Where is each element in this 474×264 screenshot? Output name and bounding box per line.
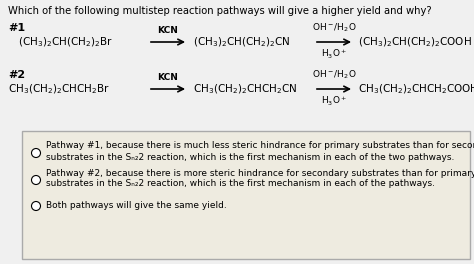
- Circle shape: [31, 176, 40, 185]
- Text: $\rm OH^- / H_2O$: $\rm OH^- / H_2O$: [312, 21, 356, 34]
- Text: $\rm CH_3(CH_2)_2CHCH_2COOH$: $\rm CH_3(CH_2)_2CHCH_2COOH$: [358, 82, 474, 96]
- Text: $\rm H_3O^+$: $\rm H_3O^+$: [321, 48, 347, 61]
- Text: $\rm CH_3(CH_2)_2CHCH_2Br$: $\rm CH_3(CH_2)_2CHCH_2Br$: [8, 82, 110, 96]
- Text: KCN: KCN: [157, 26, 178, 35]
- Text: Both pathways will give the same yield.: Both pathways will give the same yield.: [46, 201, 227, 210]
- Text: substrates in the Sₙ₂2 reaction, which is the first mechanism in each of the two: substrates in the Sₙ₂2 reaction, which i…: [46, 153, 455, 162]
- Text: substrates in the Sₙ₂2 reaction, which is the first mechanism in each of the pat: substrates in the Sₙ₂2 reaction, which i…: [46, 180, 435, 188]
- Text: Pathway #2, because there is more steric hindrance for secondary substrates than: Pathway #2, because there is more steric…: [46, 168, 474, 177]
- FancyBboxPatch shape: [22, 131, 470, 259]
- Text: Pathway #1, because there is much less steric hindrance for primary substrates t: Pathway #1, because there is much less s…: [46, 142, 474, 150]
- Text: #1: #1: [8, 23, 25, 33]
- Text: $\rm OH^- / H_2O$: $\rm OH^- / H_2O$: [312, 68, 356, 81]
- Circle shape: [31, 201, 40, 210]
- Text: $\rm(CH_3)_2CH(CH_2)_2COOH$: $\rm(CH_3)_2CH(CH_2)_2COOH$: [358, 35, 472, 49]
- Text: $\rm CH_3(CH_2)_2CHCH_2CN$: $\rm CH_3(CH_2)_2CHCH_2CN$: [193, 82, 297, 96]
- Text: #2: #2: [8, 70, 25, 80]
- Circle shape: [31, 148, 40, 158]
- Text: $\rm(CH_3)_2CH(CH_2)_2Br$: $\rm(CH_3)_2CH(CH_2)_2Br$: [18, 35, 113, 49]
- Text: Which of the following multistep reaction pathways will give a higher yield and : Which of the following multistep reactio…: [8, 6, 432, 16]
- Text: KCN: KCN: [157, 73, 178, 82]
- Text: $\rm(CH_3)_2CH(CH_2)_2CN$: $\rm(CH_3)_2CH(CH_2)_2CN$: [193, 35, 291, 49]
- Text: $\rm H_3O^+$: $\rm H_3O^+$: [321, 95, 347, 108]
